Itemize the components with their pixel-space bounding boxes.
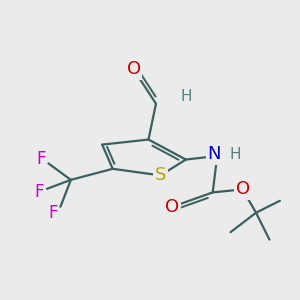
Text: F: F — [48, 204, 58, 222]
Text: N: N — [208, 146, 221, 164]
Text: O: O — [165, 198, 179, 216]
Text: F: F — [35, 183, 44, 201]
Text: S: S — [155, 167, 166, 184]
Text: F: F — [36, 150, 46, 168]
Text: O: O — [127, 60, 141, 78]
Text: H: H — [180, 89, 192, 104]
Text: H: H — [230, 147, 241, 162]
Text: O: O — [236, 180, 250, 198]
